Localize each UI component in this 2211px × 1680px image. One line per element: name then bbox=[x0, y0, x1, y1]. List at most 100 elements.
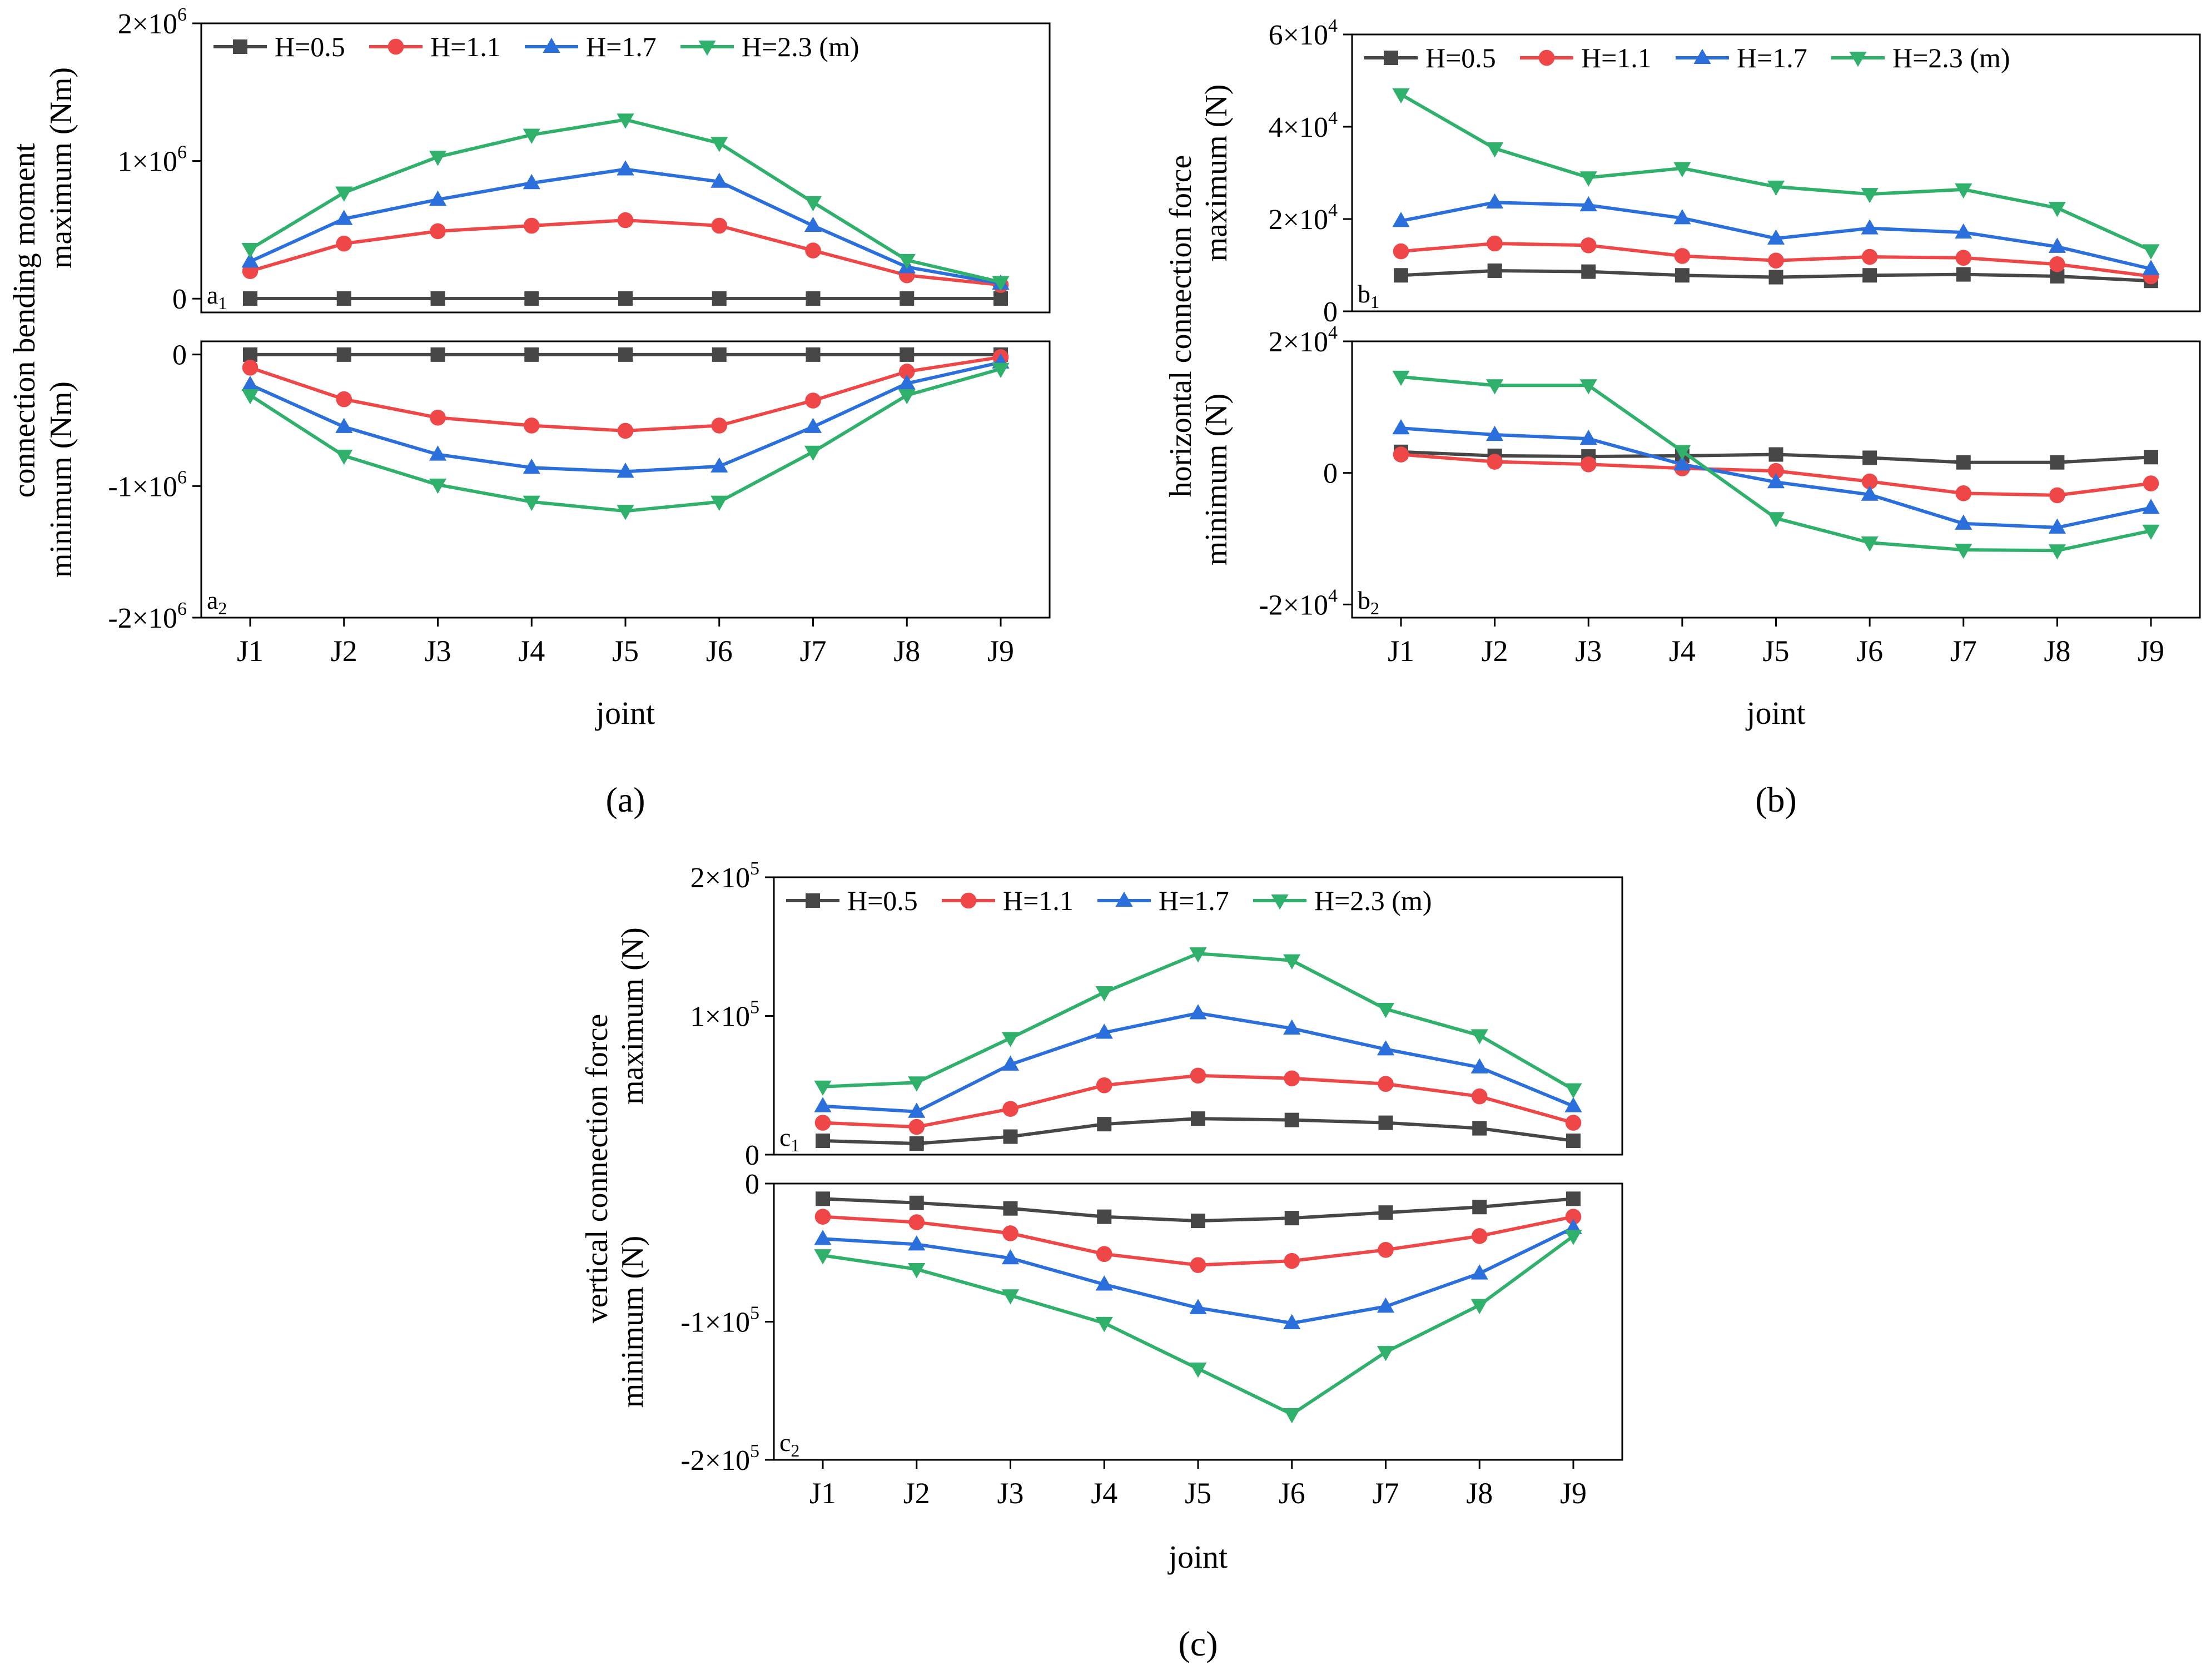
y-tick-label-a1-exponent: 6 bbox=[177, 142, 187, 163]
data-point-b1 bbox=[1393, 243, 1409, 260]
data-point-a2 bbox=[241, 375, 259, 391]
data-point-b1 bbox=[1767, 180, 1785, 196]
data-point-a2 bbox=[711, 417, 728, 434]
y-tick-label-b2: -2×104 bbox=[1259, 585, 1338, 621]
legend-marker bbox=[1115, 891, 1133, 907]
y-tick-label-a1: 2×106 bbox=[118, 4, 187, 40]
data-point-c2 bbox=[1001, 1249, 1020, 1265]
x-tick-label-c2: J7 bbox=[1372, 1477, 1399, 1510]
data-point-b1 bbox=[1675, 268, 1690, 283]
data-point-c1 bbox=[1189, 947, 1207, 963]
data-point-c1 bbox=[1190, 1067, 1206, 1084]
subpanel-letter: b bbox=[1358, 586, 1370, 614]
data-point-a2 bbox=[523, 417, 540, 434]
series-b1-0 bbox=[1394, 263, 2158, 289]
data-point-c1 bbox=[1002, 1101, 1018, 1117]
data-point-a1 bbox=[429, 151, 447, 166]
data-point-b1 bbox=[2142, 244, 2160, 260]
series-b1-1 bbox=[1393, 235, 2159, 285]
data-point-b1 bbox=[1673, 209, 1691, 225]
legend-marker bbox=[387, 38, 404, 55]
data-point-a1 bbox=[241, 243, 259, 259]
y-tick-label-c2-exponent: 5 bbox=[750, 1303, 759, 1324]
data-point-a1 bbox=[617, 160, 634, 176]
data-point-a2 bbox=[898, 364, 915, 380]
data-point-b1 bbox=[1673, 162, 1691, 177]
y-tick-label-b2: 0 bbox=[1323, 458, 1338, 490]
y-tick-label-c2: -2×105 bbox=[680, 1441, 759, 1477]
data-point-a1 bbox=[993, 291, 1008, 306]
data-point-c1 bbox=[816, 1134, 830, 1149]
data-point-a1 bbox=[429, 190, 447, 206]
data-point-b1 bbox=[1861, 188, 1879, 203]
data-point-b1 bbox=[1955, 223, 1972, 239]
data-point-c2 bbox=[814, 1249, 832, 1265]
data-point-b2 bbox=[1955, 544, 1972, 559]
data-point-c1 bbox=[1097, 1117, 1112, 1132]
data-point-c2 bbox=[1003, 1201, 1018, 1216]
y-tick-label-a2-exponent: 6 bbox=[177, 599, 187, 619]
data-point-c1 bbox=[1096, 1077, 1112, 1094]
x-tick-label-b2: J1 bbox=[1388, 634, 1414, 668]
y-tick-label-c2-mantissa: -2×10 bbox=[680, 1445, 750, 1477]
legend-item-a1: H=1.1 bbox=[369, 31, 501, 62]
data-point-a2 bbox=[336, 347, 351, 362]
data-point-a2 bbox=[617, 463, 634, 478]
subpanel-index: 2 bbox=[218, 598, 227, 618]
x-tick-label-c2: J8 bbox=[1466, 1477, 1493, 1510]
data-point-b1 bbox=[1487, 263, 1502, 278]
data-point-b2 bbox=[1673, 455, 1691, 471]
x-tick-label-b2: J8 bbox=[2044, 634, 2070, 668]
data-point-c1 bbox=[1470, 1029, 1488, 1045]
data-point-b2 bbox=[1767, 473, 1785, 489]
y-tick-label-c2: -1×105 bbox=[680, 1303, 759, 1339]
data-point-a2 bbox=[523, 458, 540, 474]
series-b1-2 bbox=[1392, 193, 2160, 275]
data-point-b2 bbox=[2048, 518, 2066, 534]
legend-label-b1: H=0.5 bbox=[1425, 42, 1496, 73]
data-point-c1 bbox=[1378, 1076, 1394, 1092]
y-tick-label-b2-mantissa: -2×10 bbox=[1259, 589, 1328, 621]
x-tick-label-a2: J4 bbox=[518, 634, 545, 668]
data-point-c1 bbox=[1001, 1055, 1020, 1071]
legend-marker bbox=[1384, 51, 1398, 65]
subpanel-letter: b bbox=[1358, 280, 1370, 308]
data-point-a2 bbox=[241, 389, 259, 405]
legend-item-a1: H=1.7 bbox=[525, 31, 657, 62]
data-point-c2 bbox=[1377, 1297, 1395, 1313]
data-point-b1 bbox=[1956, 267, 1971, 282]
data-point-b2 bbox=[1862, 450, 1877, 465]
x-tick-label-a2: J9 bbox=[987, 634, 1014, 668]
data-point-a2 bbox=[805, 392, 821, 409]
data-point-c2 bbox=[1001, 1289, 1020, 1305]
series-c1-2 bbox=[814, 1004, 1582, 1118]
series-b2-2 bbox=[1392, 419, 2160, 534]
data-point-a2 bbox=[992, 362, 1010, 378]
legend-label-b1: H=1.7 bbox=[1737, 42, 1807, 73]
x-tick-label-a2: J8 bbox=[893, 634, 920, 668]
data-point-b2 bbox=[1955, 514, 1972, 530]
data-point-c2 bbox=[1096, 1246, 1112, 1263]
data-point-c2 bbox=[1378, 1205, 1393, 1220]
y-tick-label-b1: 4×104 bbox=[1269, 108, 1338, 143]
legend-marker bbox=[960, 892, 977, 909]
legend-label-c1: H=1.1 bbox=[1003, 885, 1074, 916]
data-point-b1 bbox=[1674, 248, 1691, 264]
plot-frame-b1 bbox=[1351, 33, 2201, 312]
data-point-b2 bbox=[2050, 455, 2065, 470]
panel-label-c: (c) bbox=[1178, 1624, 1218, 1663]
subpanel-label-c1: c1 bbox=[779, 1123, 799, 1155]
data-point-c2 bbox=[908, 1263, 926, 1279]
legend-label-a1: H=1.1 bbox=[430, 31, 501, 62]
data-point-a1 bbox=[336, 235, 352, 252]
subpanel-index: 1 bbox=[218, 293, 227, 313]
data-point-b2 bbox=[1393, 446, 1409, 463]
legend-marker bbox=[233, 39, 247, 54]
data-point-b1 bbox=[2048, 237, 2066, 253]
x-tick-label-b2: J4 bbox=[1669, 634, 1696, 668]
y-tick-label-a2: 0 bbox=[172, 340, 187, 371]
data-point-a1 bbox=[523, 173, 540, 190]
series-c1-3 bbox=[814, 947, 1582, 1099]
data-point-a1 bbox=[898, 254, 916, 270]
data-point-a1 bbox=[711, 217, 728, 234]
